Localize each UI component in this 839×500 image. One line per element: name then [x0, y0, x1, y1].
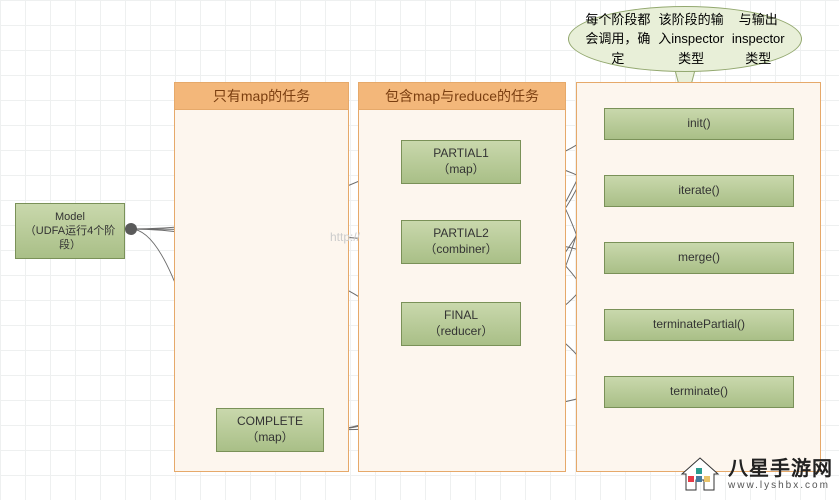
- node-text: PARTIAL2: [433, 226, 489, 242]
- node-text: terminate(): [670, 384, 728, 400]
- node-text: iterate(): [678, 183, 719, 199]
- group-header: 包含map与reduce的任务: [359, 83, 565, 110]
- site-logo: 八星手游网 www.lyshbx.com: [678, 454, 833, 494]
- node-model: Model（UDFA运行4个阶段）: [15, 203, 125, 259]
- node-merge: merge(): [604, 242, 794, 274]
- node-text: FINAL: [444, 308, 478, 324]
- node-text: init(): [687, 116, 710, 132]
- node-text: （map）: [246, 430, 293, 446]
- node-partial1: PARTIAL1（map）: [401, 140, 521, 184]
- node-complete: COMPLETE（map）: [216, 408, 324, 452]
- node-text: terminatePartial(): [653, 317, 745, 333]
- node-text: merge(): [678, 250, 720, 266]
- node-term: terminate(): [604, 376, 794, 408]
- node-text: （reducer）: [429, 324, 494, 340]
- node-text: COMPLETE: [237, 414, 303, 430]
- group-g-fn: [576, 82, 821, 472]
- watermark: http://: [330, 230, 360, 244]
- node-partial2: PARTIAL2（combiner）: [401, 220, 521, 264]
- node-text: （UDFA运行4个阶: [25, 224, 115, 238]
- node-init: init(): [604, 108, 794, 140]
- node-iterate: iterate(): [604, 175, 794, 207]
- node-text: （combiner）: [424, 242, 497, 258]
- node-termp: terminatePartial(): [604, 309, 794, 341]
- node-text: （map）: [437, 162, 484, 178]
- callout-line: 与输出inspector类型: [729, 10, 787, 69]
- group-header: 只有map的任务: [175, 83, 348, 110]
- node-text: Model: [55, 210, 85, 224]
- node-text: 段）: [59, 238, 81, 252]
- callout-line: 该阶段的输入inspector类型: [653, 10, 730, 69]
- logo-title: 八星手游网: [728, 458, 833, 480]
- node-final: FINAL（reducer）: [401, 302, 521, 346]
- callout-bubble: 每个阶段都会调用，确定该阶段的输入inspector类型与输出inspector…: [568, 6, 802, 72]
- callout-line: 每个阶段都会调用，确定: [583, 10, 653, 69]
- logo-url: www.lyshbx.com: [728, 480, 833, 491]
- hub-dot: [125, 223, 137, 235]
- node-text: PARTIAL1: [433, 146, 489, 162]
